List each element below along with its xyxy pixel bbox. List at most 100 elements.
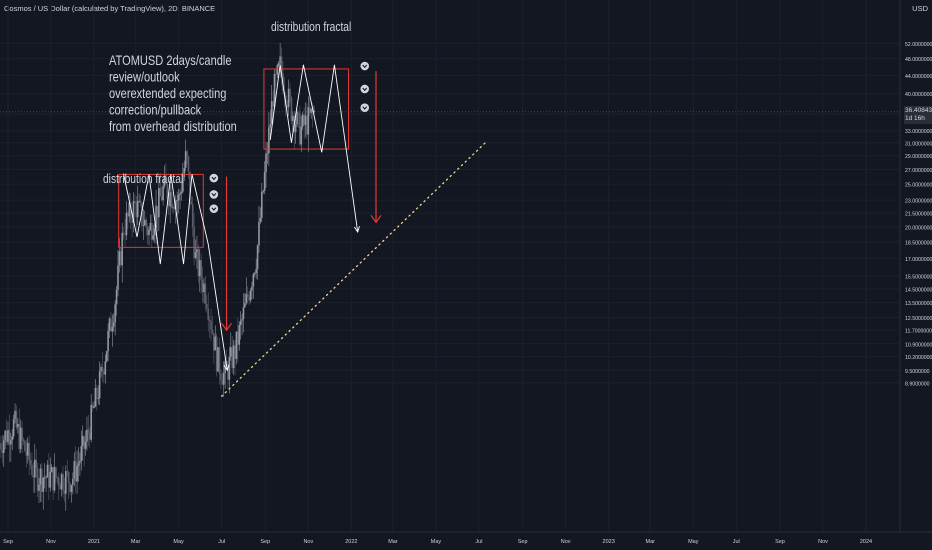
candle-body — [79, 460, 81, 464]
candle-body — [114, 304, 116, 323]
candle-body — [299, 113, 301, 145]
candle-body — [194, 252, 197, 258]
candle-body — [136, 201, 139, 218]
fractal-label-1: distribution fractal — [103, 173, 183, 186]
candle-body — [159, 188, 162, 197]
down-marker-icon — [209, 204, 219, 214]
candle-body — [73, 461, 76, 479]
candle-body — [241, 318, 243, 321]
candle-body — [292, 115, 294, 121]
candle-body — [244, 303, 246, 308]
candle-body — [179, 193, 181, 195]
candle-body — [232, 345, 235, 369]
down-marker-icon — [209, 190, 219, 199]
time-tick-label: Mar — [646, 539, 656, 545]
time-tick-label: Jul — [218, 539, 225, 545]
candle-body — [245, 294, 248, 304]
candle-body — [108, 318, 111, 331]
candle-body — [104, 361, 107, 375]
candle-body — [48, 464, 50, 488]
candle-body — [163, 175, 166, 187]
price-tick-label: 14.5000000 — [905, 287, 932, 293]
distribution-box-2 — [263, 68, 350, 150]
candle-body — [183, 167, 186, 178]
down-marker-icon — [209, 173, 219, 183]
candle-body — [273, 74, 276, 107]
candle-body — [235, 331, 238, 359]
time-tick-label: Sep — [260, 539, 270, 545]
candle-body — [287, 88, 290, 108]
chevron-down-icon — [362, 64, 368, 69]
candle-body — [88, 433, 91, 440]
candle-body — [204, 283, 207, 304]
candle-body — [251, 286, 253, 291]
candle-body — [162, 186, 164, 201]
candle-body — [125, 212, 128, 236]
candle-body — [132, 201, 135, 224]
candle-body — [107, 330, 109, 352]
candle-body — [229, 347, 232, 357]
time-tick-label: Jul — [475, 539, 482, 545]
price-tick-label: 23.0000000 — [905, 199, 932, 205]
candle-body — [153, 228, 156, 236]
candle-body — [186, 151, 188, 157]
fractal-zigzag-2 — [269, 64, 359, 232]
candle-body — [52, 467, 54, 491]
candle-body — [290, 97, 293, 121]
candle-body — [41, 468, 43, 492]
price-tick-label: 9.5000000 — [905, 369, 930, 375]
candle-body — [303, 114, 305, 126]
candle-body — [170, 192, 173, 208]
fractal-zigzag-1 — [123, 174, 228, 371]
candle-body — [307, 107, 310, 135]
candle-body — [155, 205, 157, 229]
bar-countdown: 1d 16h — [905, 115, 925, 122]
time-tick-label: Sep — [775, 539, 785, 545]
support-trendline — [220, 142, 486, 397]
candle-body — [120, 251, 122, 266]
chevron-down-icon — [211, 193, 217, 197]
price-tick-label: 15.5000000 — [905, 275, 932, 281]
candle-body — [127, 212, 129, 217]
candle-body — [234, 345, 236, 359]
candle-body — [138, 200, 140, 202]
candle-body — [214, 336, 217, 351]
time-tick-label: 2024 — [860, 539, 872, 545]
price-axis: 52.0000000 48.0000000 44.0000000 40.0000000… — [899, 0, 932, 532]
candle-body — [156, 205, 159, 218]
candle-body — [101, 366, 104, 372]
candle-body — [300, 126, 303, 145]
price-tick-label: 25.0000000 — [905, 183, 932, 189]
candle-body — [141, 202, 143, 226]
candle-body — [128, 202, 131, 217]
candle-body — [246, 294, 249, 297]
candle-body — [24, 441, 26, 452]
candle-body — [289, 88, 291, 98]
candle-body — [26, 442, 29, 456]
candle-body — [103, 371, 105, 375]
candle-body — [313, 110, 315, 113]
candle-body — [118, 251, 121, 266]
price-tick-label: 29.0000000 — [905, 154, 932, 160]
candle-body — [276, 65, 279, 75]
candle-body — [191, 204, 194, 227]
price-tick-label: 27.0000000 — [905, 168, 932, 174]
candle-body — [100, 366, 102, 372]
red-down-arrow-head-1 — [221, 322, 233, 332]
time-tick-label: May — [173, 539, 184, 545]
candle-body — [22, 439, 25, 442]
candle-body — [62, 474, 64, 491]
outlook-note-line: review/outlook — [109, 69, 180, 84]
currency-label[interactable]: USD — [912, 4, 928, 13]
candle-body — [25, 451, 28, 456]
candle-body — [187, 156, 190, 172]
candle-body — [39, 468, 42, 485]
candle-body — [296, 112, 298, 125]
last-price-value: 36.4084312 — [905, 107, 932, 114]
candle-body — [201, 279, 204, 293]
candle-body — [239, 320, 242, 326]
candle-body — [177, 194, 180, 201]
candle-body — [284, 95, 287, 106]
candle-body — [2, 440, 5, 453]
